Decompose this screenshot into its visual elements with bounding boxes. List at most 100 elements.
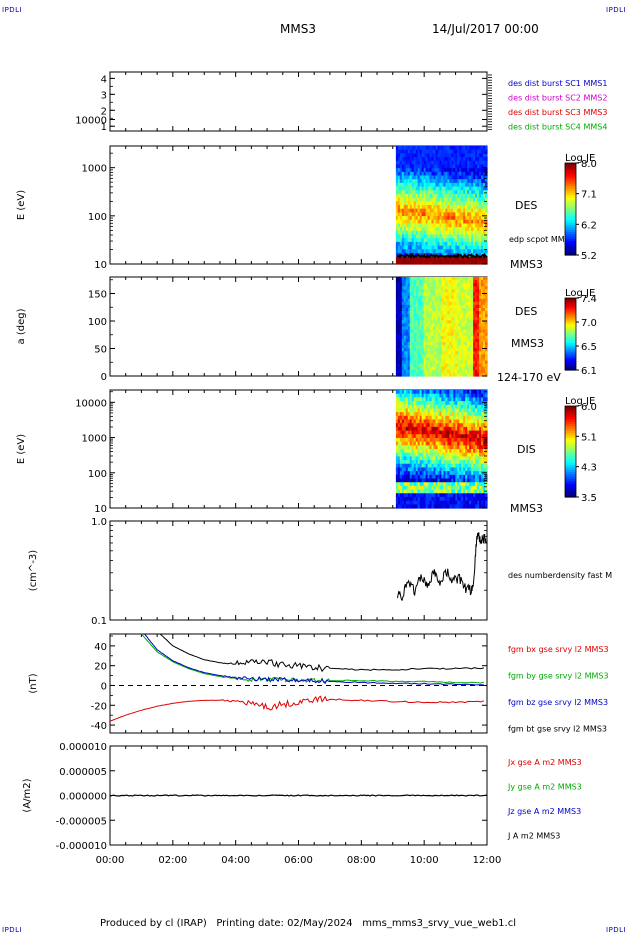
p4-pixel bbox=[415, 393, 419, 398]
p3-pixel bbox=[439, 338, 443, 343]
p2-pixel bbox=[455, 186, 458, 191]
p3-pixel bbox=[467, 301, 470, 306]
p3-pixel bbox=[483, 292, 486, 297]
p2-colorbar-tick-label: 7.1 bbox=[581, 190, 597, 201]
p3-pixel bbox=[411, 372, 415, 377]
p3-pixel bbox=[423, 304, 427, 309]
p4-pixel bbox=[439, 504, 443, 509]
p2-pixel bbox=[443, 146, 447, 151]
p3-pixel bbox=[409, 357, 413, 362]
p4-pixel bbox=[451, 449, 454, 454]
p4-pixel bbox=[431, 482, 435, 487]
p4-pixel bbox=[421, 449, 425, 454]
p3-pixel bbox=[477, 314, 480, 318]
p4-pixel bbox=[441, 423, 445, 428]
p2-pixel bbox=[413, 193, 417, 199]
p3-pixel bbox=[429, 307, 433, 312]
p4-pixel bbox=[461, 393, 464, 398]
p3-pixel bbox=[399, 280, 403, 284]
p2-pixel bbox=[413, 227, 417, 232]
p3-pixel bbox=[455, 301, 458, 306]
p3-pixel bbox=[477, 280, 480, 284]
p2-pixel bbox=[473, 160, 476, 166]
p3-pixel bbox=[425, 311, 429, 315]
p3-pixel bbox=[475, 323, 478, 328]
p3-pixel bbox=[409, 277, 413, 281]
p3-pixel bbox=[441, 283, 445, 287]
p2-pixel bbox=[437, 223, 441, 228]
p4-pixel bbox=[423, 456, 427, 461]
p4-pixel bbox=[437, 423, 441, 428]
p3-pixel bbox=[471, 351, 474, 355]
p2-pixel bbox=[433, 212, 437, 217]
p2-pixel bbox=[417, 175, 421, 180]
p2-pixel bbox=[429, 157, 433, 162]
p4-pixel bbox=[399, 482, 403, 487]
p4-pixel bbox=[457, 423, 460, 428]
p1-ytick-label: 1 bbox=[101, 122, 107, 133]
p2-pixel bbox=[423, 227, 427, 232]
p4-pixel bbox=[395, 485, 399, 491]
p2-pixel bbox=[445, 146, 448, 151]
p3-pixel bbox=[469, 326, 472, 331]
p4-pixel bbox=[425, 478, 429, 483]
p3-pixel bbox=[431, 369, 435, 374]
p3-pixel bbox=[457, 354, 460, 359]
p2-pixel bbox=[405, 234, 409, 239]
p4-pixel bbox=[473, 449, 476, 454]
p3-pixel bbox=[409, 283, 413, 287]
p3-pixel bbox=[451, 369, 454, 374]
p3-pixel bbox=[395, 351, 399, 355]
p4-pixel bbox=[409, 452, 413, 457]
p2-pixel bbox=[427, 256, 431, 261]
p2-pixel bbox=[443, 175, 447, 180]
p3-pixel bbox=[399, 363, 403, 368]
p4-pixel bbox=[447, 404, 450, 410]
p2-pixel bbox=[455, 208, 458, 213]
p3-pixel bbox=[479, 295, 482, 300]
p2-pixel bbox=[443, 223, 447, 228]
p2-pixel bbox=[435, 164, 439, 169]
p3-pixel bbox=[467, 304, 470, 309]
p2-pixel bbox=[449, 241, 452, 247]
p3-pixel bbox=[439, 332, 443, 337]
p3-pixel bbox=[463, 307, 466, 312]
p2-pixel bbox=[477, 171, 480, 177]
p3-pixel bbox=[445, 289, 448, 294]
p3-pixel bbox=[409, 317, 413, 321]
p3-pixel bbox=[435, 329, 439, 334]
p3-pixel bbox=[423, 338, 427, 343]
p2-pixel bbox=[457, 149, 460, 154]
p3-pixel bbox=[463, 304, 466, 309]
p4-pixel bbox=[449, 401, 452, 406]
p4-pixel bbox=[407, 401, 411, 406]
p4-pixel bbox=[421, 390, 425, 395]
p2-pixel bbox=[465, 208, 468, 213]
p4-pixel bbox=[421, 412, 425, 417]
p2-pixel bbox=[463, 186, 466, 191]
p3-pixel bbox=[413, 323, 417, 328]
p4-pixel bbox=[435, 489, 439, 494]
p4-colorbar-tick-label: 6.0 bbox=[581, 402, 597, 413]
p2-pixel bbox=[395, 197, 399, 202]
p3-pixel bbox=[449, 329, 452, 334]
p4-pixel bbox=[401, 493, 405, 498]
p4-pixel bbox=[479, 504, 482, 509]
p3-pixel bbox=[425, 304, 429, 309]
p4-pixel bbox=[415, 419, 419, 424]
p3-pixel bbox=[439, 341, 443, 346]
p3-pixel bbox=[441, 277, 445, 281]
p4-pixel bbox=[465, 471, 468, 476]
p2-pixel bbox=[439, 223, 443, 228]
p2-pixel bbox=[415, 171, 419, 177]
p3-pixel bbox=[463, 292, 466, 297]
p2-pixel bbox=[445, 212, 448, 217]
p4-pixel bbox=[453, 412, 456, 417]
p4-pixel bbox=[431, 441, 435, 446]
p3-pixel bbox=[435, 295, 439, 300]
p3-pixel bbox=[425, 307, 429, 312]
p4-pixel bbox=[455, 449, 458, 454]
p4-pixel bbox=[453, 437, 456, 443]
p2-pixel bbox=[451, 168, 454, 173]
p4-colorbar-cell bbox=[565, 421, 576, 425]
